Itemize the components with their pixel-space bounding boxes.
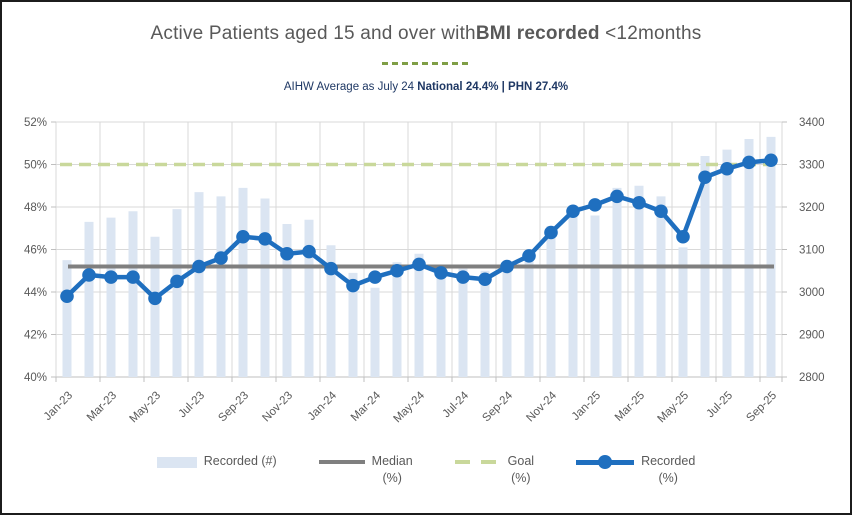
title-suffix: <12months — [599, 23, 702, 44]
svg-text:44%: 44% — [24, 287, 47, 299]
recorded-line-swatch-icon — [576, 460, 635, 465]
svg-text:3100: 3100 — [799, 245, 825, 257]
legend-label-recorded-pct-unit: (%) — [658, 471, 678, 485]
svg-text:3000: 3000 — [799, 287, 825, 299]
svg-text:Jan-23: Jan-23 — [42, 390, 75, 423]
legend-item-recorded-count: Recorded (#) — [156, 453, 277, 470]
chart-legend: Recorded (#) Median (%) Goal (%) Recorde… — [2, 453, 850, 487]
title-prefix: Active Patients aged 15 and over with — [150, 23, 476, 44]
svg-text:May-25: May-25 — [656, 390, 692, 426]
legend-label-median-unit: (%) — [382, 471, 402, 485]
title-dashes-decoration — [382, 62, 470, 65]
legend-item-median: Median (%) — [318, 453, 413, 487]
goal-dash-swatch-icon — [454, 460, 501, 464]
svg-text:3400: 3400 — [799, 117, 825, 129]
svg-text:Mar-23: Mar-23 — [85, 390, 119, 424]
legend-label-goal: Goal — [507, 454, 535, 468]
svg-text:42%: 42% — [24, 330, 47, 342]
median-line-swatch-icon — [318, 460, 365, 464]
chart-subtitle: AIHW Average as July 24 National 24.4% |… — [2, 80, 850, 95]
subtitle-bold: National 24.4% | PHN 27.4% — [417, 81, 569, 93]
legend-label-recorded-pct: Recorded — [641, 454, 696, 468]
svg-text:May-24: May-24 — [392, 389, 428, 425]
legend-item-goal: Goal (%) — [454, 453, 535, 487]
svg-text:Jan-24: Jan-24 — [306, 389, 340, 423]
svg-text:Sep-25: Sep-25 — [744, 390, 779, 425]
svg-text:Mar-24: Mar-24 — [349, 389, 384, 424]
svg-text:Jul-24: Jul-24 — [440, 389, 471, 420]
svg-text:Sep-23: Sep-23 — [216, 390, 251, 425]
combo-chart: 40% 42% 44% 46% 48% 50% 52% 2800 2900 3000 3100 320… — [24, 117, 825, 426]
svg-text:Nov-24: Nov-24 — [524, 389, 559, 424]
legend-item-recorded-pct: Recorded (%) — [576, 453, 695, 487]
svg-text:48%: 48% — [24, 202, 47, 214]
legend-label-median: Median — [371, 454, 413, 468]
svg-text:Nov-23: Nov-23 — [260, 390, 295, 425]
svg-text:50%: 50% — [24, 160, 47, 172]
title-bold: BMI recorded — [475, 23, 600, 44]
svg-text:Sep-24: Sep-24 — [480, 389, 515, 424]
svg-text:3200: 3200 — [799, 202, 825, 214]
subtitle-prefix: AIHW Average as July 24 — [283, 81, 418, 93]
bar-swatch-icon — [156, 457, 197, 468]
svg-text:52%: 52% — [24, 117, 47, 129]
legend-label-recorded-count: Recorded (#) — [203, 454, 277, 468]
svg-text:40%: 40% — [24, 372, 47, 384]
svg-text:Mar-25: Mar-25 — [613, 390, 647, 424]
svg-text:May-23: May-23 — [128, 390, 164, 426]
svg-text:Jul-25: Jul-25 — [704, 390, 735, 421]
legend-label-goal-unit: (%) — [511, 471, 531, 485]
svg-text:2800: 2800 — [799, 372, 825, 384]
svg-text:3300: 3300 — [799, 160, 825, 172]
svg-text:46%: 46% — [24, 245, 47, 257]
svg-text:Jan-25: Jan-25 — [570, 390, 603, 423]
page-title: Active Patients aged 15 and over withBMI… — [2, 20, 850, 48]
svg-text:2900: 2900 — [799, 330, 825, 342]
svg-text:Jul-23: Jul-23 — [176, 390, 207, 421]
